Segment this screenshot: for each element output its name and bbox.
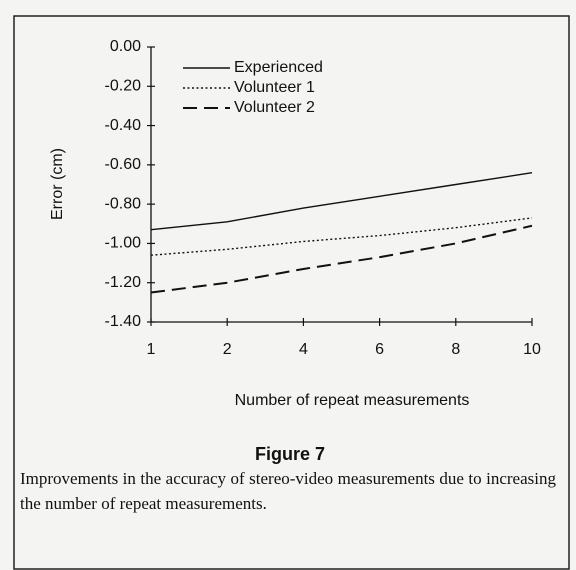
y-tick-label: -0.80: [105, 195, 142, 212]
x-tick-label: 1: [147, 341, 156, 358]
x-tick-label: 4: [299, 341, 308, 358]
y-axis-label: Error (cm): [49, 148, 66, 220]
x-tick-label: 10: [523, 341, 541, 358]
x-tick-label: 2: [223, 341, 232, 358]
legend-label: Volunteer 1: [234, 79, 315, 96]
y-tick-label: -1.40: [105, 313, 142, 330]
series-line: [150, 224, 533, 294]
x-tick-label: 8: [451, 341, 460, 358]
legend-label: Experienced: [234, 59, 323, 76]
series-line: [150, 172, 533, 231]
y-tick-label: -1.20: [105, 274, 142, 291]
y-tick-label: 0.00: [110, 38, 141, 55]
frame: [13, 15, 570, 570]
y-tick-label: -0.20: [105, 78, 142, 95]
y-tick-label: -0.60: [105, 156, 142, 173]
y-tick-label: -0.40: [105, 117, 142, 134]
legend-label: Volunteer 2: [234, 99, 315, 116]
y-tick-label: -1.00: [105, 235, 142, 252]
x-axis-label: Number of repeat measurements: [235, 392, 470, 409]
caption: Improvements in the accuracy of stereo-v…: [20, 469, 556, 513]
series-line: [150, 217, 533, 256]
figure-label: Figure 7: [255, 444, 325, 464]
x-tick-label: 6: [375, 341, 384, 358]
